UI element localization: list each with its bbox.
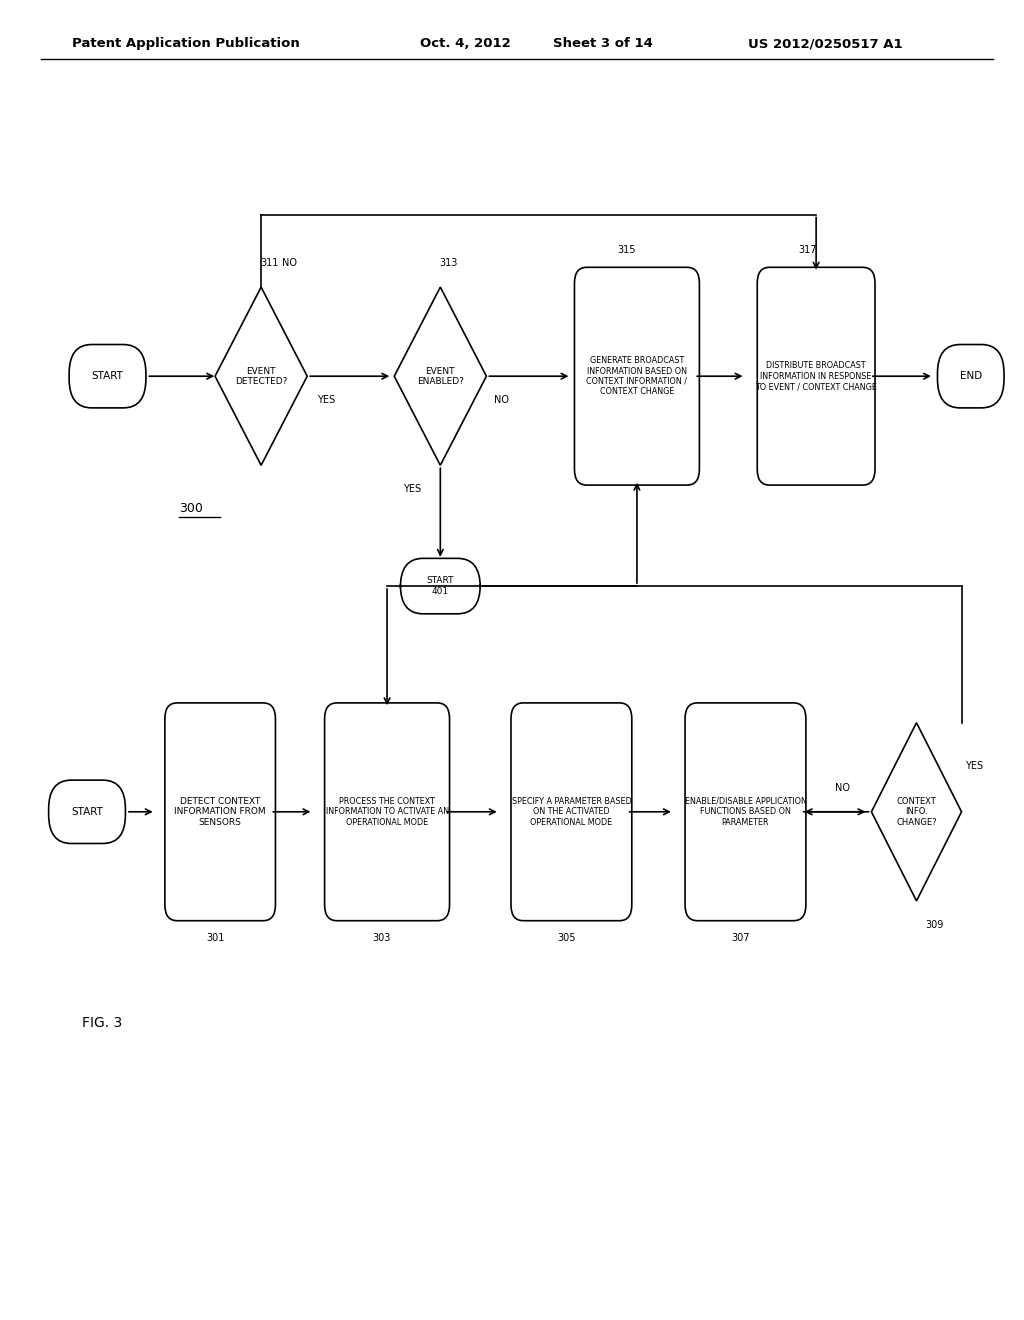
Text: START: START xyxy=(91,371,124,381)
Text: CONTEXT
INFO.
CHANGE?: CONTEXT INFO. CHANGE? xyxy=(896,797,937,826)
Text: ENABLE/DISABLE APPLICATION
FUNCTIONS BASED ON
PARAMETER: ENABLE/DISABLE APPLICATION FUNCTIONS BAS… xyxy=(684,797,807,826)
Text: START: START xyxy=(71,807,103,817)
Text: NO: NO xyxy=(495,395,509,405)
Text: 301: 301 xyxy=(206,933,224,942)
Text: GENERATE BROADCAST
INFORMATION BASED ON
CONTEXT INFORMATION /
CONTEXT CHANGE: GENERATE BROADCAST INFORMATION BASED ON … xyxy=(587,356,687,396)
Polygon shape xyxy=(215,288,307,466)
Text: 307: 307 xyxy=(731,933,750,942)
FancyBboxPatch shape xyxy=(758,267,874,486)
Text: YES: YES xyxy=(965,760,983,771)
FancyBboxPatch shape xyxy=(325,702,450,921)
FancyBboxPatch shape xyxy=(70,345,146,408)
Text: YES: YES xyxy=(402,484,421,494)
Text: NO: NO xyxy=(836,783,850,793)
Text: FIG. 3: FIG. 3 xyxy=(82,1016,122,1030)
FancyBboxPatch shape xyxy=(165,702,275,921)
Text: Oct. 4, 2012: Oct. 4, 2012 xyxy=(420,37,511,50)
Text: PROCESS THE CONTEXT
INFORMATION TO ACTIVATE AN
OPERATIONAL MODE: PROCESS THE CONTEXT INFORMATION TO ACTIV… xyxy=(326,797,449,826)
Text: DISTRIBUTE BROADCAST
INFORMATION IN RESPONSE
TO EVENT / CONTEXT CHANGE: DISTRIBUTE BROADCAST INFORMATION IN RESP… xyxy=(755,362,878,391)
Text: 309: 309 xyxy=(926,920,944,929)
FancyBboxPatch shape xyxy=(938,345,1004,408)
FancyBboxPatch shape xyxy=(511,702,632,921)
Text: END: END xyxy=(959,371,982,381)
Text: NO: NO xyxy=(283,259,297,268)
Text: SPECIFY A PARAMETER BASED
ON THE ACTIVATED
OPERATIONAL MODE: SPECIFY A PARAMETER BASED ON THE ACTIVAT… xyxy=(512,797,631,826)
Text: YES: YES xyxy=(316,395,335,405)
Text: 303: 303 xyxy=(373,933,391,942)
FancyBboxPatch shape xyxy=(685,702,806,921)
Text: US 2012/0250517 A1: US 2012/0250517 A1 xyxy=(748,37,902,50)
Text: EVENT
DETECTED?: EVENT DETECTED? xyxy=(234,367,288,385)
FancyBboxPatch shape xyxy=(49,780,125,843)
Text: 300: 300 xyxy=(179,502,203,515)
Text: Sheet 3 of 14: Sheet 3 of 14 xyxy=(553,37,653,50)
Polygon shape xyxy=(394,288,486,466)
Text: DETECT CONTEXT
INFORMATION FROM
SENSORS: DETECT CONTEXT INFORMATION FROM SENSORS xyxy=(174,797,266,826)
Text: START
401: START 401 xyxy=(427,577,454,595)
Polygon shape xyxy=(871,722,962,900)
Text: EVENT
ENABLED?: EVENT ENABLED? xyxy=(417,367,464,385)
Text: 305: 305 xyxy=(557,933,575,942)
FancyBboxPatch shape xyxy=(574,267,699,486)
Text: Patent Application Publication: Patent Application Publication xyxy=(72,37,299,50)
Text: 317: 317 xyxy=(799,246,817,255)
Text: 315: 315 xyxy=(617,246,636,255)
Text: 311: 311 xyxy=(260,259,279,268)
FancyBboxPatch shape xyxy=(400,558,480,614)
Text: 313: 313 xyxy=(439,259,458,268)
